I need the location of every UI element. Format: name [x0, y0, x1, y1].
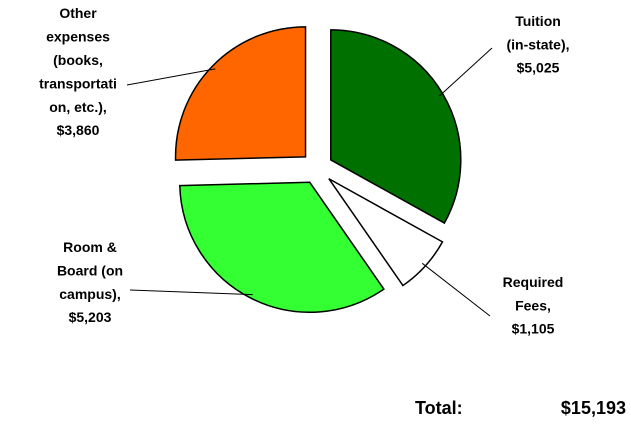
value-label: $1,105	[512, 321, 555, 337]
slice-label: Other expenses (books, transportati on, etc.…	[39, 5, 117, 115]
pie-slice	[174, 26, 307, 161]
total-label: Total:	[415, 398, 463, 418]
value-label: $3,860	[57, 122, 100, 138]
slice-label: Room & Board (on campus),	[57, 239, 123, 302]
total-value: $15,193	[561, 398, 626, 418]
slice-label: Tuition (in-state),	[507, 13, 570, 53]
pie-slice	[330, 29, 462, 225]
value-label: $5,203	[69, 309, 112, 325]
leader-line	[126, 68, 216, 86]
pie-slice	[179, 181, 385, 313]
leader-line	[439, 47, 493, 97]
leader-line	[421, 262, 491, 317]
slice-label: Required Fees,	[503, 274, 564, 314]
value-label: $5,025	[517, 60, 560, 76]
leader-line	[129, 289, 253, 296]
